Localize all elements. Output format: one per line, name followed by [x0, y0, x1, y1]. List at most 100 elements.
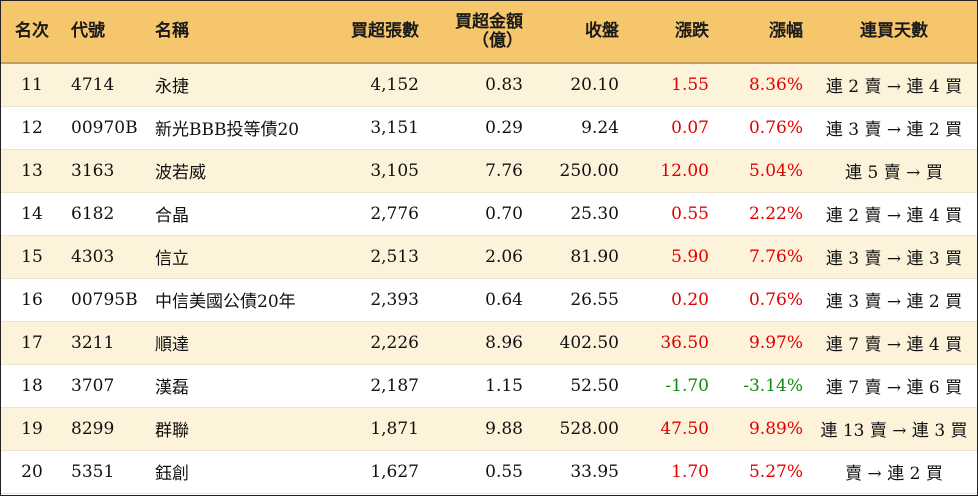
table-row[interactable]: 13 3163 波若威 3,105 7.76 250.00 12.00 5.04% 連 5 賣 …: [1, 149, 977, 193]
close-cell: 20.10: [531, 63, 627, 107]
code-cell: 00970B: [63, 106, 147, 150]
rank-cell: 13: [1, 149, 63, 193]
table-row[interactable]: 17 3211 順達 2,226 8.96 402.50 36.50 9.97% 連 7 賣 →…: [1, 321, 977, 365]
code-cell: 4714: [63, 63, 147, 107]
table-row[interactable]: 16 00795B 中信美國公債20年 2,393 0.64 26.55 0.20 0.76%…: [1, 278, 977, 322]
close-cell: 81.90: [531, 235, 627, 279]
table-row[interactable]: 15 4303 信立 2,513 2.06 81.90 5.90 7.76% 連 3 賣 → 連…: [1, 235, 977, 279]
header-net-amount-unit: （億）: [472, 30, 523, 51]
streak-cell: 連 3 賣 → 連 2 買: [811, 278, 977, 322]
net-amount-cell: 0.55: [427, 450, 531, 494]
change-cell: -1.70: [627, 364, 717, 408]
header-rank[interactable]: 名次: [1, 1, 63, 64]
streak-cell: 連 5 賣 → 買: [811, 149, 977, 193]
streak-cell: 連 7 賣 → 連 6 買: [811, 364, 977, 408]
net-lots-cell: 1,871: [327, 407, 427, 451]
header-net-amount-label: 買超金額: [455, 11, 523, 32]
rank-cell: 12: [1, 106, 63, 150]
change-cell: 12.00: [627, 149, 717, 193]
name-cell: 中信美國公債20年: [147, 278, 327, 322]
net-lots-cell: 1,627: [327, 450, 427, 494]
code-cell: 3211: [63, 321, 147, 365]
net-amount-cell: 7.76: [427, 149, 531, 193]
net-amount-cell: 1.15: [427, 364, 531, 408]
name-cell: 合晶: [147, 192, 327, 236]
close-cell: 25.30: [531, 192, 627, 236]
header-change[interactable]: 漲跌: [627, 1, 717, 64]
change-cell: 0.07: [627, 106, 717, 150]
change-cell: 0.20: [627, 278, 717, 322]
change-cell: 1.55: [627, 63, 717, 107]
net-lots-cell: 3,151: [327, 106, 427, 150]
header-code[interactable]: 代號: [63, 1, 147, 64]
change-cell: 1.70: [627, 450, 717, 494]
streak-cell: 連 7 賣 → 連 4 買: [811, 321, 977, 365]
rank-cell: 19: [1, 407, 63, 451]
rank-cell: 16: [1, 278, 63, 322]
net-lots-cell: 3,105: [327, 149, 427, 193]
net-amount-cell: 0.29: [427, 106, 531, 150]
table-row[interactable]: 14 6182 合晶 2,776 0.70 25.30 0.55 2.22% 連 2 賣 → 連…: [1, 192, 977, 236]
header-pct[interactable]: 漲幅: [717, 1, 811, 64]
table-row[interactable]: 11 4714 永捷 4,152 0.83 20.10 1.55 8.36% 連 2 賣 → 連…: [1, 63, 977, 107]
pct-cell: 5.04%: [717, 149, 811, 193]
close-cell: 528.00: [531, 407, 627, 451]
net-amount-cell: 9.88: [427, 407, 531, 451]
header-net-amount[interactable]: 買超金額 （億）: [427, 1, 531, 64]
net-lots-cell: 2,776: [327, 192, 427, 236]
table-body: 11 4714 永捷 4,152 0.83 20.10 1.55 8.36% 連 2 賣 → 連…: [1, 63, 977, 494]
close-cell: 52.50: [531, 364, 627, 408]
table-row[interactable]: 18 3707 漢磊 2,187 1.15 52.50 -1.70 -3.14% 連 7 賣 →…: [1, 364, 977, 408]
code-cell: 8299: [63, 407, 147, 451]
rank-cell: 20: [1, 450, 63, 494]
pct-cell: 0.76%: [717, 106, 811, 150]
table-row[interactable]: 19 8299 群聯 1,871 9.88 528.00 47.50 9.89% 連 13 賣 …: [1, 407, 977, 451]
table-row[interactable]: 20 5351 鈺創 1,627 0.55 33.95 1.70 5.27% 賣 → 連 2 買: [1, 450, 977, 494]
code-cell: 4303: [63, 235, 147, 279]
close-cell: 33.95: [531, 450, 627, 494]
header-close[interactable]: 收盤: [531, 1, 627, 64]
pct-cell: 9.89%: [717, 407, 811, 451]
streak-cell: 連 2 賣 → 連 4 買: [811, 63, 977, 107]
code-cell: 3163: [63, 149, 147, 193]
pct-cell: 5.27%: [717, 450, 811, 494]
name-cell: 波若威: [147, 149, 327, 193]
table-row[interactable]: 12 00970B 新光BBB投等債20 3,151 0.29 9.24 0.07 0.76%…: [1, 106, 977, 150]
rank-cell: 15: [1, 235, 63, 279]
net-lots-cell: 2,513: [327, 235, 427, 279]
close-cell: 26.55: [531, 278, 627, 322]
header-net-lots[interactable]: 買超張數: [327, 1, 427, 64]
code-cell: 3707: [63, 364, 147, 408]
streak-cell: 連 3 賣 → 連 2 買: [811, 106, 977, 150]
pct-cell: -3.14%: [717, 364, 811, 408]
code-cell: 6182: [63, 192, 147, 236]
change-cell: 36.50: [627, 321, 717, 365]
streak-cell: 賣 → 連 2 買: [811, 450, 977, 494]
pct-cell: 2.22%: [717, 192, 811, 236]
streak-cell: 連 13 賣 → 連 3 買: [811, 407, 977, 451]
code-cell: 00795B: [63, 278, 147, 322]
close-cell: 402.50: [531, 321, 627, 365]
pct-cell: 8.36%: [717, 63, 811, 107]
name-cell: 新光BBB投等債20: [147, 106, 327, 150]
net-amount-cell: 8.96: [427, 321, 531, 365]
rank-cell: 18: [1, 364, 63, 408]
rank-cell: 17: [1, 321, 63, 365]
pct-cell: 0.76%: [717, 278, 811, 322]
pct-cell: 9.97%: [717, 321, 811, 365]
change-cell: 5.90: [627, 235, 717, 279]
net-lots-cell: 2,393: [327, 278, 427, 322]
header-streak[interactable]: 連買天數: [811, 1, 977, 64]
name-cell: 漢磊: [147, 364, 327, 408]
table-header-row: 名次 代號 名稱 買超張數 買超金額 （億） 收盤 漲跌 漲幅 連買天數: [1, 1, 977, 64]
code-cell: 5351: [63, 450, 147, 494]
net-lots-cell: 4,152: [327, 63, 427, 107]
net-amount-cell: 0.64: [427, 278, 531, 322]
close-cell: 9.24: [531, 106, 627, 150]
name-cell: 永捷: [147, 63, 327, 107]
net-lots-cell: 2,187: [327, 364, 427, 408]
rank-cell: 14: [1, 192, 63, 236]
name-cell: 順達: [147, 321, 327, 365]
header-name[interactable]: 名稱: [147, 1, 327, 64]
